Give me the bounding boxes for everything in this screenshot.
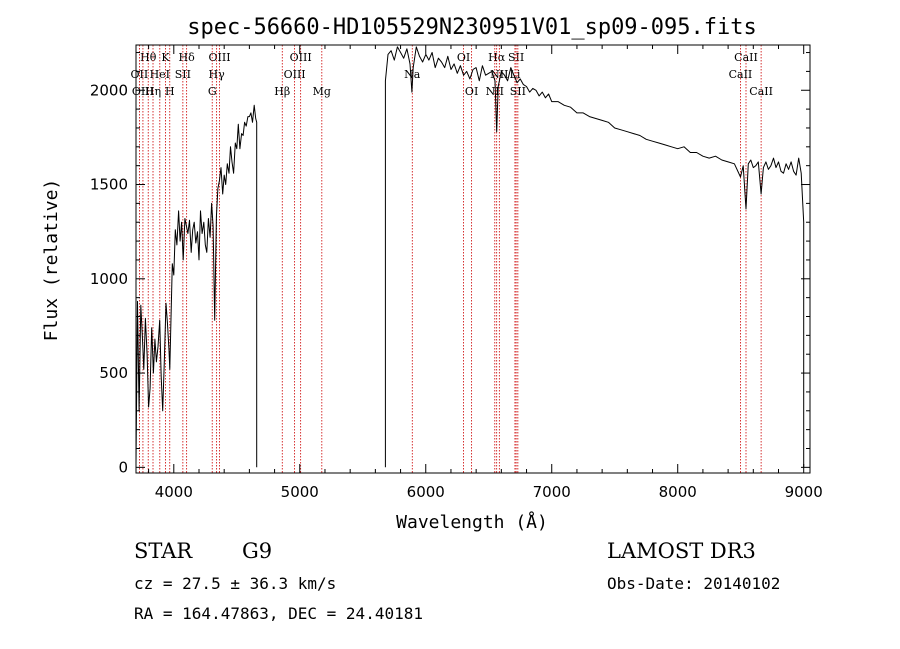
y-tick-label: 500 [99,364,128,382]
line-label: SII [175,68,191,81]
line-label: OI [465,85,478,98]
x-axis-label: Wavelength (Å) [396,511,548,533]
object-subclass: G9 [242,539,273,563]
line-label: Mg [313,85,331,98]
x-tick-label: 8000 [659,483,697,501]
line-label: CaII [749,85,773,98]
line-label: Hβ [274,85,290,98]
y-axis-label: Flux (relative) [41,179,62,342]
x-tick-label: 6000 [407,483,445,501]
y-tick-label: 1000 [90,270,128,288]
object-class: STAR [134,539,193,563]
observation-date: Obs-Date: 20140102 [607,574,781,593]
line-label: OIII [132,85,154,98]
redshift-cz: cz = 27.5 ± 36.3 km/s [134,574,337,593]
line-label: SII [510,85,526,98]
line-label: NII [486,85,504,98]
survey-name: LAMOST DR3 [607,539,756,563]
spectrum-segment-1 [384,46,805,468]
line-label: H [165,85,175,98]
line-label: CaII [729,68,753,81]
chart-title: spec-56660-HD105529N230951V01_sp09-095.f… [187,15,757,40]
y-tick-label: 0 [118,458,128,476]
x-tick-label: 7000 [533,483,571,501]
line-label: Hα [488,51,506,64]
line-label: CaII [734,51,758,64]
coordinates: RA = 164.47863, DEC = 24.40181 [134,604,423,623]
line-label: OIII [284,68,306,81]
line-label: Li [510,68,521,81]
line-label: OIII [208,51,230,64]
line-label: Hθ [140,51,157,64]
line-label: NII [490,68,508,81]
x-tick-label: 4000 [155,483,193,501]
line-label: SII [508,51,524,64]
line-label: Hγ [209,68,226,81]
line-label: Hη [145,85,161,98]
line-label: G [208,85,217,98]
x-tick-label: 5000 [281,483,319,501]
plot-frame [135,44,811,474]
y-tick-label: 1500 [90,176,128,194]
axis-ticks-layer: 4000 5000 6000 7000 8000 9000 0 500 1000 1500 2000 [90,45,823,501]
y-tick-label: 2000 [90,81,128,99]
spectrum-segment-0 [135,104,258,468]
line-label: OIII [290,51,312,64]
x-tick-label: 9000 [785,483,823,501]
line-label: OII [131,68,149,81]
line-label: Hδ [179,51,196,64]
line-label: K [161,51,170,64]
line-label: OI [457,51,470,64]
line-label: HeI [150,68,170,81]
spectrum-layer [135,46,805,468]
